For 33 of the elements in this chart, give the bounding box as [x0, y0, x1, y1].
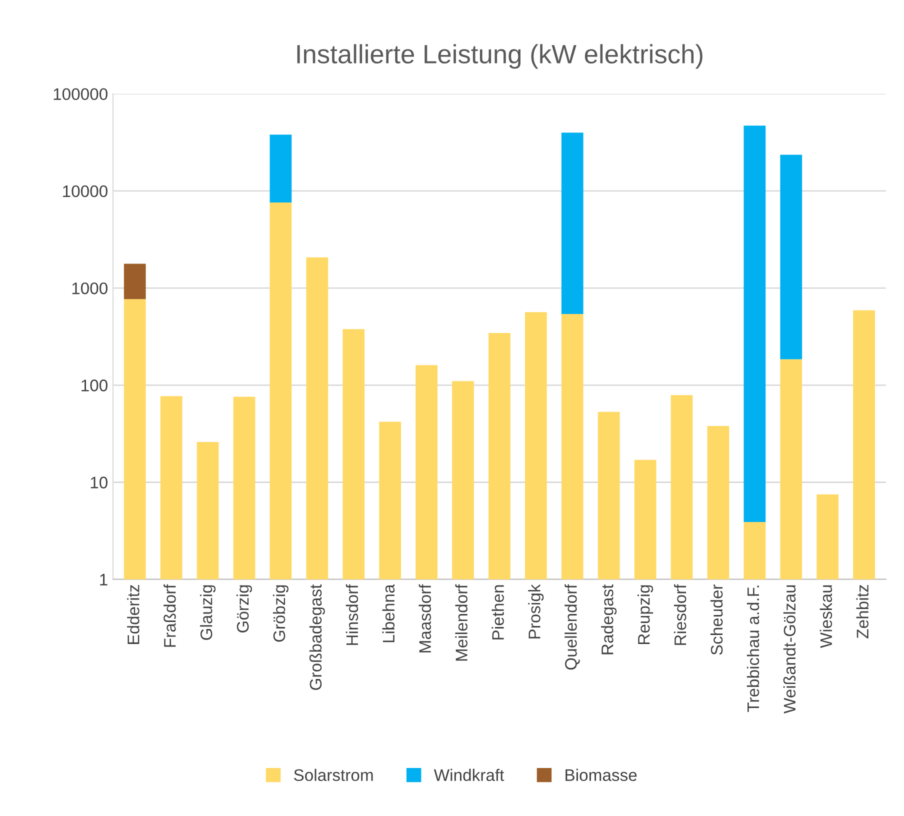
x-tick-label: Großbadegast [309, 584, 325, 690]
x-tick-label: Görzig [236, 585, 252, 632]
x-tick-label: Reupzig [638, 585, 654, 644]
x-tick-label: Glauzig [200, 585, 216, 640]
x-tick-label: Piethen [492, 585, 504, 640]
chart-title: Installierte Leistung (kW elektrisch) [297, 44, 702, 69]
x-tick-label: Zehbitz [856, 585, 869, 638]
y-tick-label: 1 [100, 574, 108, 586]
x-tick-label: Trebbichau a.d.F. [746, 586, 760, 712]
x-tick-label: Riesdorf [674, 584, 686, 645]
y-tick-label: 1000 [72, 282, 108, 294]
bar [270, 134, 292, 203]
x-tick-label: Libehna [382, 584, 395, 642]
x-tick-label: Wieskau [820, 585, 832, 648]
x-tick-label: Edderitz [127, 585, 140, 644]
x-tick-label: Quellendorf [564, 584, 580, 670]
x-tick-label: Scheuder [710, 584, 723, 655]
y-tick-label: 10 [90, 476, 108, 488]
x-tick-label: Weißandt-Gölzau [783, 585, 796, 714]
x-tick-label: Gröbzig [272, 585, 288, 642]
x-tick-label: Fraßdorf [164, 584, 176, 647]
x-tick-label: Maasdorf [418, 584, 432, 652]
x-tick-label: Radegast [601, 584, 617, 654]
legend-label: Windkraft [434, 768, 504, 782]
legend-label: Biomasse [566, 768, 637, 782]
y-tick-label: 10000 [63, 185, 108, 198]
bar [124, 264, 146, 300]
legend-label: Solarstrom [294, 768, 373, 782]
y-tick-label: 100000 [54, 88, 108, 100]
x-tick-label: Hinsdorf [346, 584, 358, 645]
x-tick-label: Meilendorf [455, 584, 468, 661]
x-tick-label: Prosigk [528, 584, 544, 638]
y-tick-label: 100 [82, 380, 108, 392]
